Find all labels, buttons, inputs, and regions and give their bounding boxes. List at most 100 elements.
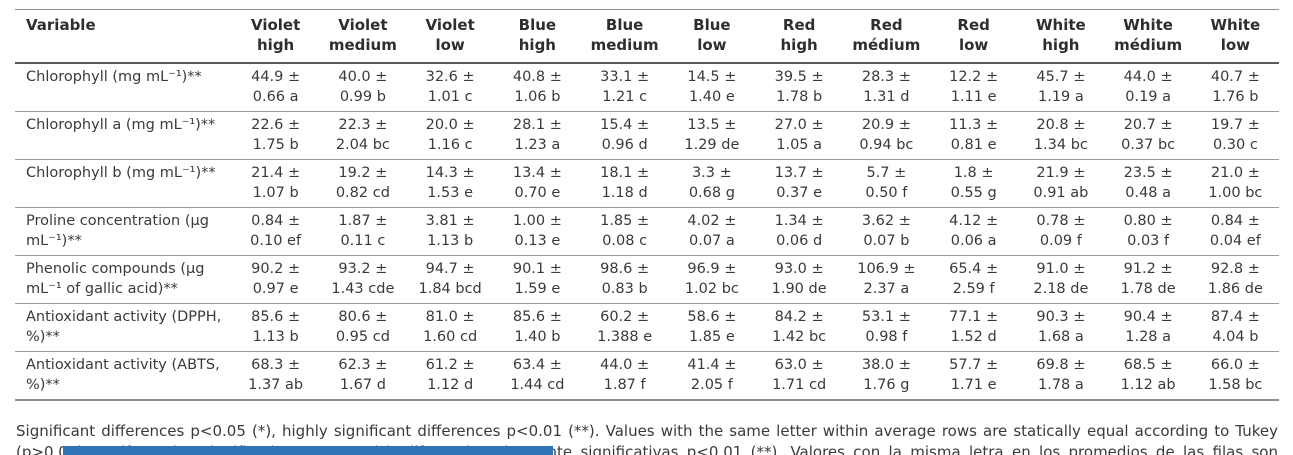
column-header-violet-medium: Violet medium xyxy=(319,9,407,64)
value-cell: 20.8 ± 1.34 bc xyxy=(1017,111,1105,160)
table-row-chlorophyll-b-mg-ml: Chlorophyll b (mg mL⁻¹)** 21.4 ± 1.07 b 19… xyxy=(15,159,1279,208)
value-cell: 0.78 ± 0.09 f xyxy=(1017,207,1105,256)
value-cell: 38.0 ± 1.76 g xyxy=(842,351,930,401)
column-header-red-low: Red low xyxy=(930,9,1018,64)
value-cell: 23.5 ± 0.48 a xyxy=(1104,159,1192,208)
value-cell: 19.2 ± 0.82 cd xyxy=(319,159,407,208)
value-cell: 5.7 ± 0.50 f xyxy=(842,159,930,208)
column-header-violet-high: Violet high xyxy=(232,9,320,64)
results-table: Variable Violet high Violet medium Violet l… xyxy=(15,9,1279,401)
value-cell: 85.6 ± 1.40 b xyxy=(493,303,581,352)
value-cell: 106.9 ± 2.37 a xyxy=(842,255,930,304)
value-cell: 4.02 ± 0.07 a xyxy=(668,207,756,256)
column-header-white-high: White high xyxy=(1017,9,1105,64)
value-cell: 21.4 ± 1.07 b xyxy=(232,159,320,208)
value-cell: 69.8 ± 1.78 a xyxy=(1017,351,1105,401)
value-cell: 66.0 ± 1.58 bc xyxy=(1191,351,1279,401)
value-cell: 87.4 ± 4.04 b xyxy=(1191,303,1279,352)
value-cell: 84.2 ± 1.42 bc xyxy=(755,303,843,352)
value-cell: 68.5 ± 1.12 ab xyxy=(1104,351,1192,401)
column-header-red-high: Red high xyxy=(755,9,843,64)
table-header-row: Variable Violet high Violet medium Violet l… xyxy=(15,9,1279,64)
value-cell: 44.9 ± 0.66 a xyxy=(232,62,320,112)
value-cell: 40.8 ± 1.06 b xyxy=(493,62,581,112)
value-cell: 27.0 ± 1.05 a xyxy=(755,111,843,160)
variable-name: Chlorophyll b (mg mL⁻¹)** xyxy=(15,159,232,208)
value-cell: 0.84 ± 0.10 ef xyxy=(232,207,320,256)
value-cell: 65.4 ± 2.59 f xyxy=(930,255,1018,304)
value-cell: 90.1 ± 1.59 e xyxy=(493,255,581,304)
value-cell: 0.84 ± 0.04 ef xyxy=(1191,207,1279,256)
value-cell: 91.2 ± 1.78 de xyxy=(1104,255,1192,304)
value-cell: 20.0 ± 1.16 c xyxy=(406,111,494,160)
value-cell: 92.8 ± 1.86 de xyxy=(1191,255,1279,304)
column-header-blue-medium: Blue medium xyxy=(581,9,669,64)
column-header-blue-low: Blue low xyxy=(668,9,756,64)
table-row-proline-concentration-g-ml: Proline concentration (µg mL⁻¹)** 0.84 ± … xyxy=(15,207,1279,256)
value-cell: 4.12 ± 0.06 a xyxy=(930,207,1018,256)
table-row-antioxidant-activity-abts: Antioxidant activity (ABTS, %)** 68.3 ± 1… xyxy=(15,351,1279,401)
value-cell: 13.7 ± 0.37 e xyxy=(755,159,843,208)
table-row-antioxidant-activity-dpph: Antioxidant activity (DPPH, %)** 85.6 ± 1… xyxy=(15,303,1279,352)
value-cell: 14.3 ± 1.53 e xyxy=(406,159,494,208)
table-row-chlorophyll-mg-ml: Chlorophyll (mg mL⁻¹)** 44.9 ± 0.66 a 40.0… xyxy=(15,62,1279,112)
value-cell: 41.4 ± 2.05 f xyxy=(668,351,756,401)
value-cell: 3.81 ± 1.13 b xyxy=(406,207,494,256)
table-header: Variable Violet high Violet medium Violet l… xyxy=(15,9,1279,64)
value-cell: 45.7 ± 1.19 a xyxy=(1017,62,1105,112)
value-cell: 60.2 ± 1.388 e xyxy=(581,303,669,352)
value-cell: 94.7 ± 1.84 bcd xyxy=(406,255,494,304)
value-cell: 13.4 ± 0.70 e xyxy=(493,159,581,208)
value-cell: 93.2 ± 1.43 cde xyxy=(319,255,407,304)
value-cell: 77.1 ± 1.52 d xyxy=(930,303,1018,352)
value-cell: 68.3 ± 1.37 ab xyxy=(232,351,320,401)
value-cell: 80.6 ± 0.95 cd xyxy=(319,303,407,352)
selection-highlight-bar xyxy=(63,446,553,455)
value-cell: 0.80 ± 0.03 f xyxy=(1104,207,1192,256)
value-cell: 3.62 ± 0.07 b xyxy=(842,207,930,256)
value-cell: 1.87 ± 0.11 c xyxy=(319,207,407,256)
value-cell: 28.3 ± 1.31 d xyxy=(842,62,930,112)
value-cell: 44.0 ± 1.87 f xyxy=(581,351,669,401)
value-cell: 1.8 ± 0.55 g xyxy=(930,159,1018,208)
value-cell: 14.5 ± 1.40 e xyxy=(668,62,756,112)
value-cell: 11.3 ± 0.81 e xyxy=(930,111,1018,160)
value-cell: 90.4 ± 1.28 a xyxy=(1104,303,1192,352)
value-cell: 57.7 ± 1.71 e xyxy=(930,351,1018,401)
value-cell: 90.2 ± 0.97 e xyxy=(232,255,320,304)
variable-name: Chlorophyll a (mg mL⁻¹)** xyxy=(15,111,232,160)
value-cell: 40.0 ± 0.99 b xyxy=(319,62,407,112)
table-row-phenolic-compounds-g-ml-of-gallic-acid: Phenolic compounds (µg mL⁻¹ of gallic ac… xyxy=(15,255,1279,304)
value-cell: 61.2 ± 1.12 d xyxy=(406,351,494,401)
value-cell: 63.4 ± 1.44 cd xyxy=(493,351,581,401)
value-cell: 20.7 ± 0.37 bc xyxy=(1104,111,1192,160)
value-cell: 20.9 ± 0.94 bc xyxy=(842,111,930,160)
value-cell: 15.4 ± 0.96 d xyxy=(581,111,669,160)
table-footnote: Significant differences p<0.05 (*), high… xyxy=(16,421,1278,455)
column-header-blue-high: Blue high xyxy=(493,9,581,64)
variable-name: Chlorophyll (mg mL⁻¹)** xyxy=(15,62,232,112)
value-cell: 1.00 ± 0.13 e xyxy=(493,207,581,256)
value-cell: 85.6 ± 1.13 b xyxy=(232,303,320,352)
value-cell: 18.1 ± 1.18 d xyxy=(581,159,669,208)
value-cell: 12.2 ± 1.11 e xyxy=(930,62,1018,112)
value-cell: 96.9 ± 1.02 bc xyxy=(668,255,756,304)
value-cell: 19.7 ± 0.30 c xyxy=(1191,111,1279,160)
column-header-red-medium: Red médium xyxy=(842,9,930,64)
value-cell: 62.3 ± 1.67 d xyxy=(319,351,407,401)
value-cell: 1.85 ± 0.08 c xyxy=(581,207,669,256)
value-cell: 21.9 ± 0.91 ab xyxy=(1017,159,1105,208)
column-header-variable: Variable xyxy=(15,9,232,64)
value-cell: 32.6 ± 1.01 c xyxy=(406,62,494,112)
column-header-violet-low: Violet low xyxy=(406,9,494,64)
value-cell: 81.0 ± 1.60 cd xyxy=(406,303,494,352)
column-header-white-low: White low xyxy=(1191,9,1279,64)
value-cell: 21.0 ± 1.00 bc xyxy=(1191,159,1279,208)
variable-name: Phenolic compounds (µg mL⁻¹ of gallic ac… xyxy=(15,255,232,304)
table-row-chlorophyll-a-mg-ml: Chlorophyll a (mg mL⁻¹)** 22.6 ± 1.75 b 22… xyxy=(15,111,1279,160)
value-cell: 58.6 ± 1.85 e xyxy=(668,303,756,352)
value-cell: 91.0 ± 2.18 de xyxy=(1017,255,1105,304)
value-cell: 40.7 ± 1.76 b xyxy=(1191,62,1279,112)
value-cell: 44.0 ± 0.19 a xyxy=(1104,62,1192,112)
